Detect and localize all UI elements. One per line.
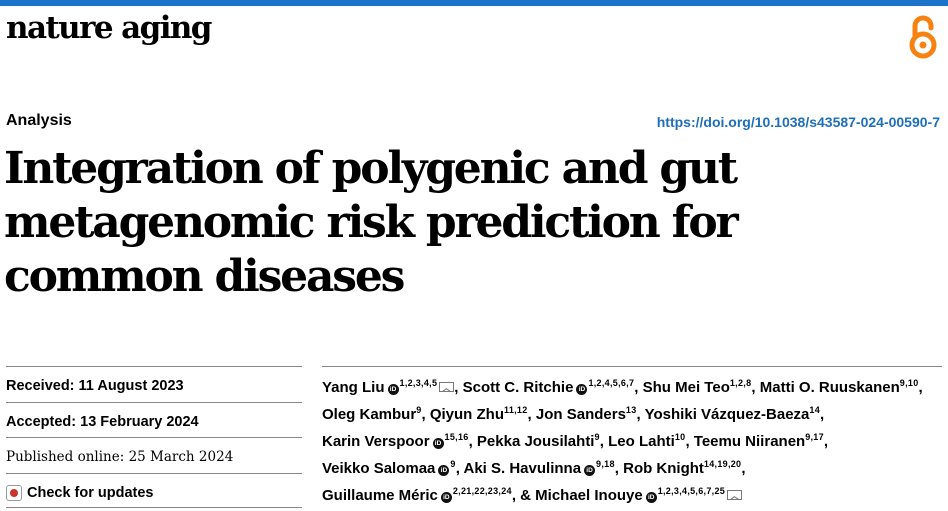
affiliation-numbers: 10 — [674, 432, 686, 442]
author-name-text: Aki S. Havulinna — [463, 460, 582, 477]
author-separator: , — [599, 433, 609, 450]
author-name[interactable]: & Michael Inouye iD1,2,3,4,5,6,7,25 — [520, 486, 743, 504]
author-name-text: Jon Sanders — [535, 406, 626, 423]
affiliation-numbers: 15,16 — [444, 432, 469, 442]
author-name-text: Pekka Jousilahti — [476, 433, 595, 450]
open-access-lock-icon — [909, 15, 937, 59]
author-name[interactable]: Rob Knight14,19,20 — [623, 459, 742, 477]
top-rule — [0, 0, 948, 6]
author-name[interactable]: Matti O. Ruuskanen9,10 — [759, 378, 919, 396]
author-name[interactable]: Scott C. Ritchie iD1,2,4,5,6,7 — [462, 378, 635, 396]
affiliation-numbers: 9,10 — [899, 378, 919, 388]
author-name[interactable]: Jon Sanders13 — [535, 405, 637, 423]
author-name-text: Qiyun Zhu — [429, 406, 505, 423]
author-name-text: Yoshiki Vázquez-Baeza — [644, 406, 810, 423]
author-name-text: Oleg Kambur — [322, 406, 417, 423]
mail-icon[interactable] — [727, 490, 743, 500]
affiliation-numbers: 14,19,20 — [703, 459, 742, 469]
affiliation-numbers: 14 — [809, 405, 821, 415]
orcid-icon[interactable]: iD — [645, 492, 657, 503]
orcid-icon[interactable]: iD — [440, 492, 452, 503]
affiliation-numbers: 1,2,3,4,5,6,7,25 — [657, 486, 726, 496]
author-name-text: Leo Lahti — [608, 433, 675, 450]
journal-name[interactable]: nature aging — [6, 10, 212, 46]
author-name[interactable]: Pekka Jousilahti9 — [476, 432, 600, 450]
published-date: Published online: 25 March 2024 — [6, 437, 302, 473]
author-separator: , — [614, 460, 624, 477]
author-name-text: Shu Mei Teo — [642, 379, 730, 396]
mail-icon[interactable] — [439, 382, 455, 392]
orcid-icon[interactable]: iD — [576, 384, 588, 395]
author-separator: , — [527, 406, 536, 423]
author-name[interactable]: Guillaume Méric iD2,21,22,23,24 — [322, 486, 512, 504]
author-separator: , — [421, 406, 430, 423]
author-separator: , — [511, 487, 521, 504]
author-name-text: Guillaume Méric — [322, 487, 438, 504]
author-separator: , — [454, 379, 463, 396]
author-name[interactable]: Veikko Salomaa iD9 — [322, 459, 456, 477]
orcid-icon[interactable]: iD — [432, 438, 444, 449]
author-separator: , — [455, 460, 464, 477]
author-name[interactable]: Aki S. Havulinna iD9,18 — [463, 459, 615, 477]
author-ampersand: & — [520, 487, 536, 504]
author-name[interactable]: Yang Liu iD1,2,3,4,5 — [322, 378, 455, 396]
affiliation-numbers: 9 — [594, 432, 600, 442]
affiliation-numbers: 1,2,4,5,6,7 — [588, 378, 635, 388]
affiliation-numbers: 9,17 — [805, 432, 824, 442]
article-dates: Received: 11 August 2023 Accepted: 13 Fe… — [6, 366, 302, 508]
authors-rule — [322, 366, 942, 367]
affiliation-numbers: 2,21,22,23,24 — [452, 486, 512, 496]
orcid-icon[interactable]: iD — [387, 384, 399, 395]
author-name[interactable]: Leo Lahti10 — [608, 432, 686, 450]
check-for-updates-button[interactable]: Check for updates — [6, 484, 302, 501]
author-separator: , — [468, 433, 477, 450]
author-separator: , — [741, 460, 746, 477]
accepted-date: Accepted: 13 February 2024 — [6, 401, 302, 438]
affiliation-numbers: 9 — [416, 405, 422, 415]
author-separator: , — [918, 379, 923, 396]
crossmark-icon — [6, 484, 22, 501]
author-list: Yang Liu iD1,2,3,4,5, Scott C. Ritchie iD1… — [322, 372, 942, 507]
author-name[interactable]: Yoshiki Vázquez-Baeza14 — [644, 405, 821, 423]
affiliation-numbers: 9 — [450, 459, 456, 469]
author-name[interactable]: Oleg Kambur9 — [322, 405, 422, 423]
orcid-icon[interactable]: iD — [584, 465, 596, 476]
affiliation-numbers: 11,12 — [504, 405, 528, 415]
orcid-icon[interactable]: iD — [438, 465, 450, 476]
author-separator: , — [634, 379, 643, 396]
author-name-text: Matti O. Ruuskanen — [759, 379, 900, 396]
check-for-updates-label: Check for updates — [27, 484, 154, 501]
author-name-text: Teemu Niiranen — [693, 433, 806, 450]
author-name-text: Scott C. Ritchie — [462, 379, 574, 396]
author-name[interactable]: Qiyun Zhu11,12 — [429, 405, 528, 423]
author-name-text: Veikko Salomaa — [322, 460, 436, 477]
article-title: Integration of polygenic and gut metagen… — [4, 143, 739, 302]
affiliation-numbers: 13 — [625, 405, 637, 415]
author-separator: , — [823, 433, 829, 450]
doi-link[interactable]: https://doi.org/10.1038/s43587-024-00590… — [656, 114, 940, 130]
article-type: Analysis — [6, 112, 72, 129]
received-date: Received: 11 August 2023 — [6, 366, 302, 402]
affiliation-numbers: 9,18 — [596, 459, 615, 469]
author-name[interactable]: Karin Verspoor iD15,16 — [322, 432, 469, 450]
author-name-text: Michael Inouye — [535, 487, 643, 504]
author-name-text: Karin Verspoor — [322, 433, 430, 450]
author-separator: , — [685, 433, 694, 450]
author-name-text: Yang Liu — [322, 379, 385, 396]
author-separator: , — [636, 406, 645, 423]
author-separator: , — [751, 379, 760, 396]
affiliation-numbers: 1,2,3,4,5 — [399, 378, 438, 388]
affiliation-numbers: 1,2,8 — [729, 378, 752, 388]
author-name[interactable]: Shu Mei Teo1,2,8 — [642, 378, 752, 396]
author-name-text: Rob Knight — [623, 460, 704, 477]
author-separator: , — [820, 406, 825, 423]
author-name[interactable]: Teemu Niiranen9,17 — [693, 432, 824, 450]
